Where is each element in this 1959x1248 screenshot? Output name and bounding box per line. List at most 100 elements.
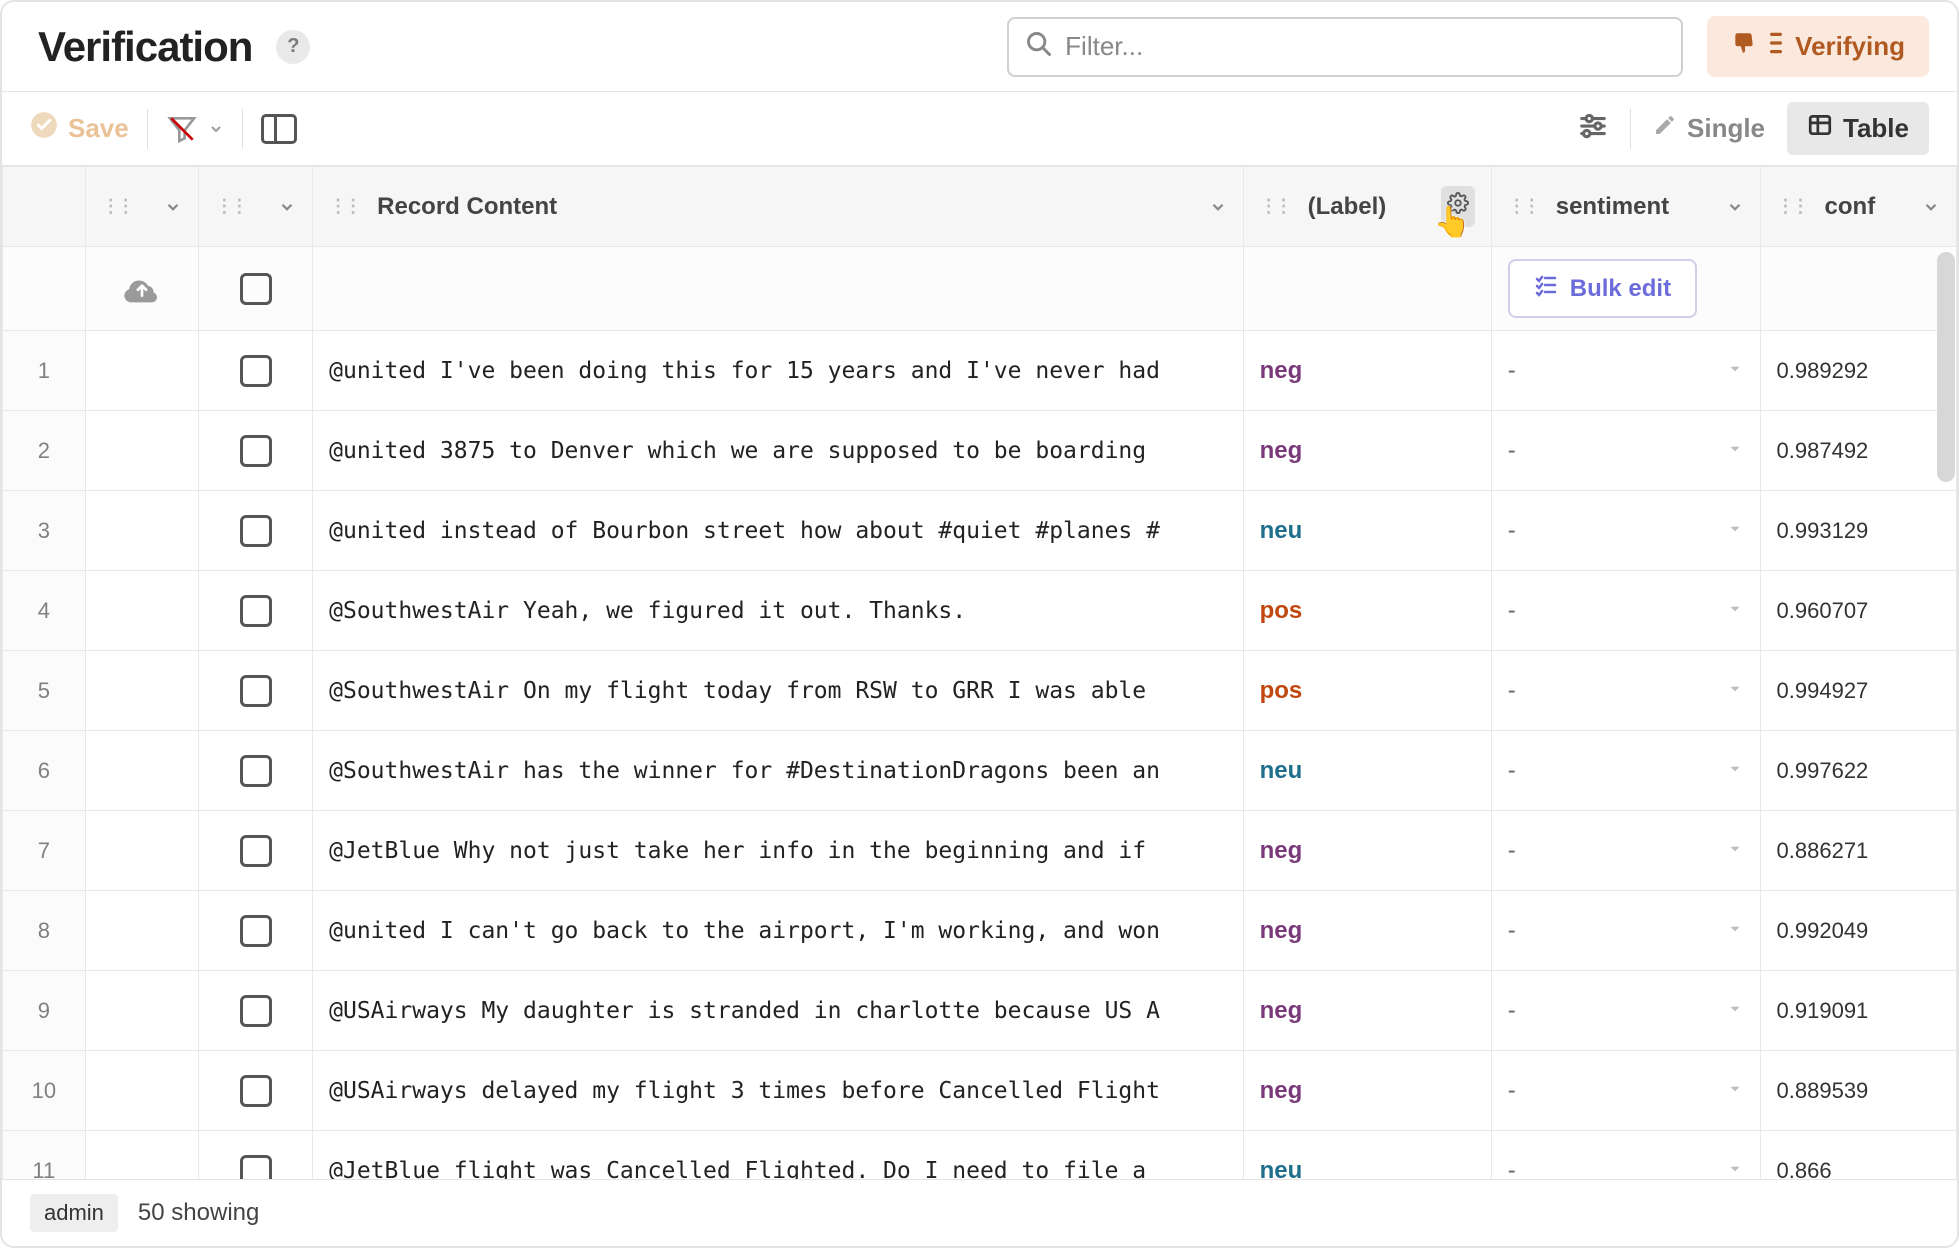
checkbox[interactable] <box>240 273 272 305</box>
pencil-icon <box>1653 113 1677 144</box>
checkbox[interactable] <box>240 755 272 787</box>
col-record-content[interactable]: ⋮⋮ Record Content <box>313 167 1243 247</box>
col-label[interactable]: ⋮⋮ (Label) 👆 <box>1243 167 1491 247</box>
row-record-content[interactable]: @united 3875 to Denver which we are supp… <box>313 411 1243 491</box>
row-record-content[interactable]: @JetBlue Why not just take her info in t… <box>313 811 1243 891</box>
row-select[interactable] <box>199 491 313 571</box>
row-record-content[interactable]: @SouthwestAir has the winner for #Destin… <box>313 731 1243 811</box>
row-label: neu <box>1243 731 1491 811</box>
col-cloud[interactable]: ⋮⋮ <box>85 167 199 247</box>
filter-label[interactable] <box>1243 247 1491 331</box>
row-sentiment[interactable]: - <box>1491 1131 1760 1180</box>
row-sentiment[interactable]: - <box>1491 731 1760 811</box>
row-sentiment[interactable]: - <box>1491 1051 1760 1131</box>
grip-icon: ⋮⋮ <box>1777 196 1807 217</box>
filter-select-all[interactable] <box>199 247 313 331</box>
table-row[interactable]: 2@united 3875 to Denver which we are sup… <box>3 411 1957 491</box>
row-sentiment[interactable]: - <box>1491 651 1760 731</box>
checkbox[interactable] <box>240 515 272 547</box>
row-record-content[interactable]: @USAirways My daughter is stranded in ch… <box>313 971 1243 1051</box>
row-select[interactable] <box>199 731 313 811</box>
chevron-down-icon[interactable] <box>1922 198 1940 216</box>
row-cloud <box>85 971 199 1051</box>
table-row[interactable]: 6 @SouthwestAir has the winner for #Desti… <box>3 731 1957 811</box>
checkbox[interactable] <box>240 1075 272 1107</box>
table-row[interactable]: 10@USAirways delayed my flight 3 times b… <box>3 1051 1957 1131</box>
row-select[interactable] <box>199 1051 313 1131</box>
row-sentiment[interactable]: - <box>1491 331 1760 411</box>
filter-conf[interactable] <box>1760 247 1956 331</box>
view-table-button[interactable]: Table <box>1787 102 1929 155</box>
table-row[interactable]: 1@united I've been doing this for 15 yea… <box>3 331 1957 411</box>
row-select[interactable] <box>199 891 313 971</box>
row-index: 6 <box>3 731 86 811</box>
checkbox[interactable] <box>240 595 272 627</box>
chevron-down-icon[interactable] <box>164 198 182 216</box>
filter-cloud[interactable] <box>85 247 199 331</box>
row-sentiment[interactable]: - <box>1491 491 1760 571</box>
row-select[interactable] <box>199 571 313 651</box>
row-record-content[interactable]: @united instead of Bourbon street how ab… <box>313 491 1243 571</box>
row-record-content[interactable]: @USAirways delayed my flight 3 times bef… <box>313 1051 1243 1131</box>
row-select[interactable] <box>199 811 313 891</box>
col-index[interactable] <box>3 167 86 247</box>
chevron-down-icon[interactable] <box>1209 198 1227 216</box>
column-settings-button[interactable] <box>1441 186 1475 227</box>
panel-toggle-button[interactable] <box>261 114 297 144</box>
row-record-content[interactable]: @united I've been doing this for 15 year… <box>313 331 1243 411</box>
row-sentiment[interactable]: - <box>1491 891 1760 971</box>
view-single-button[interactable]: Single <box>1653 113 1765 144</box>
row-select[interactable] <box>199 411 313 491</box>
row-select[interactable] <box>199 331 313 411</box>
chevron-down-icon[interactable] <box>1726 198 1744 216</box>
scrollbar[interactable] <box>1937 252 1955 482</box>
divider <box>242 109 243 149</box>
filter-field[interactable] <box>1007 17 1683 77</box>
user-chip[interactable]: admin <box>30 1194 118 1232</box>
checkbox[interactable] <box>240 355 272 387</box>
checkbox[interactable] <box>240 835 272 867</box>
row-select[interactable] <box>199 971 313 1051</box>
chevron-down-icon <box>1726 437 1744 465</box>
table-row[interactable]: 4@SouthwestAir Yeah, we figured it out. … <box>3 571 1957 651</box>
row-sentiment[interactable]: - <box>1491 811 1760 891</box>
table-row[interactable]: 5@SouthwestAir On my flight today from R… <box>3 651 1957 731</box>
chevron-down-icon <box>1726 997 1744 1025</box>
checkbox[interactable] <box>240 995 272 1027</box>
row-record-content[interactable]: @united I can't go back to the airport, … <box>313 891 1243 971</box>
help-icon[interactable]: ? <box>276 30 310 64</box>
clear-filter-button[interactable] <box>166 113 224 145</box>
row-sentiment-value: - <box>1508 1077 1516 1104</box>
save-button[interactable]: Save <box>30 111 129 146</box>
filter-record[interactable] <box>313 247 1243 331</box>
row-sentiment[interactable]: - <box>1491 571 1760 651</box>
filter-sentiment[interactable]: Bulk edit <box>1491 247 1760 331</box>
col-sentiment[interactable]: ⋮⋮ sentiment <box>1491 167 1760 247</box>
row-record-content[interactable]: @SouthwestAir Yeah, we figured it out. T… <box>313 571 1243 651</box>
table-area[interactable]: ⋮⋮ ⋮⋮ ⋮⋮ Record Content <box>2 166 1957 1179</box>
row-record-content[interactable]: @JetBlue flight was Cancelled Flighted. … <box>313 1131 1243 1180</box>
bulk-edit-button[interactable]: Bulk edit <box>1508 259 1697 318</box>
chevron-down-icon[interactable] <box>278 198 296 216</box>
table-row[interactable]: 8@united I can't go back to the airport,… <box>3 891 1957 971</box>
checkbox[interactable] <box>240 435 272 467</box>
col-conf[interactable]: ⋮⋮ conf <box>1760 167 1956 247</box>
table-row[interactable]: 9@USAirways My daughter is stranded in c… <box>3 971 1957 1051</box>
row-select[interactable] <box>199 1131 313 1180</box>
checkbox[interactable] <box>240 675 272 707</box>
row-record-content[interactable]: @SouthwestAir On my flight today from RS… <box>313 651 1243 731</box>
row-select[interactable] <box>199 651 313 731</box>
row-sentiment[interactable]: - <box>1491 411 1760 491</box>
chevron-down-icon <box>1726 597 1744 625</box>
checkbox[interactable] <box>240 1155 272 1180</box>
settings-sliders-icon[interactable] <box>1578 111 1608 147</box>
row-sentiment[interactable]: - <box>1491 971 1760 1051</box>
row-cloud <box>85 1131 199 1180</box>
row-index: 3 <box>3 491 86 571</box>
checkbox[interactable] <box>240 915 272 947</box>
col-select[interactable]: ⋮⋮ <box>199 167 313 247</box>
table-row[interactable]: 7@JetBlue Why not just take her info in … <box>3 811 1957 891</box>
table-row[interactable]: 11@JetBlue flight was Cancelled Flighted… <box>3 1131 1957 1180</box>
table-row[interactable]: 3 @united instead of Bourbon street how a… <box>3 491 1957 571</box>
filter-input[interactable] <box>1065 31 1665 62</box>
